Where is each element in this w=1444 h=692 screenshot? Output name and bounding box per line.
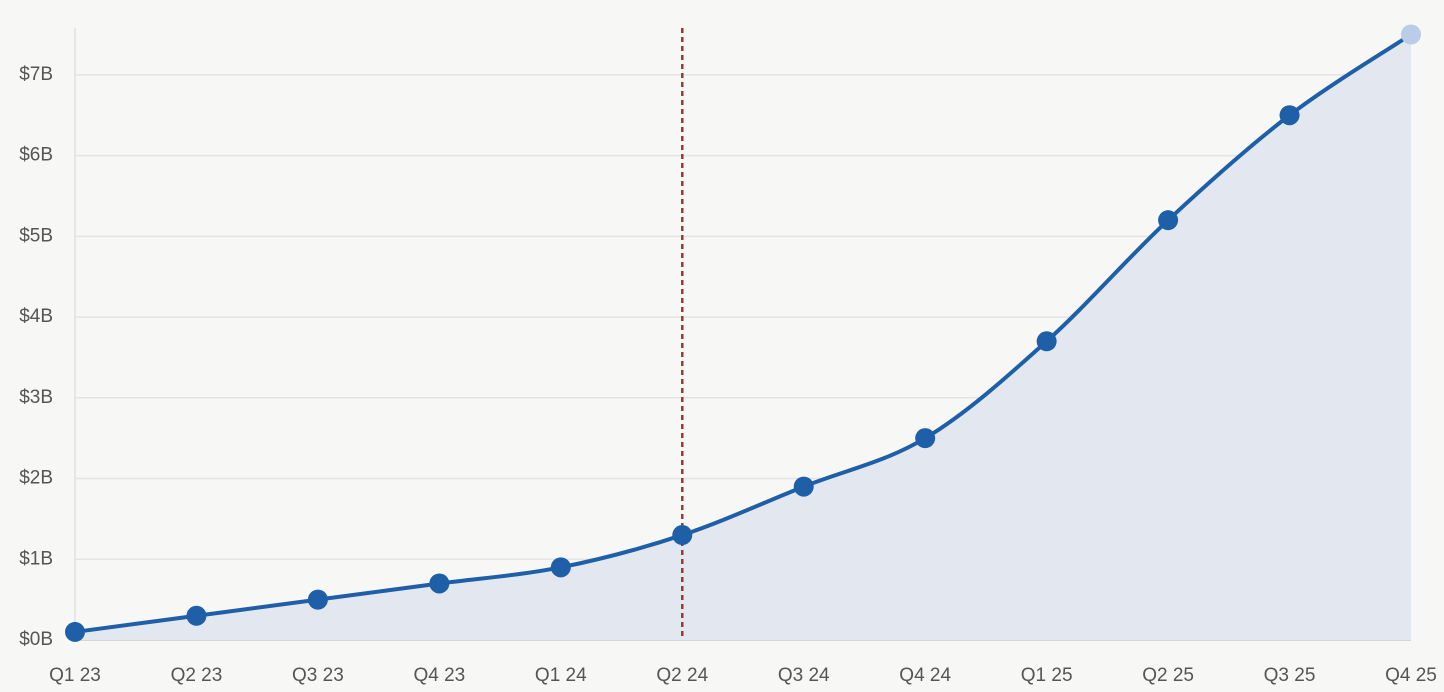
- y-tick-label: $1B: [19, 548, 53, 569]
- x-tick-label: Q4 23: [413, 665, 465, 686]
- x-tick-label: Q4 25: [1385, 665, 1437, 686]
- point: [429, 573, 450, 594]
- x-tick-label: Q1 24: [535, 665, 587, 686]
- x-tick-label: Q3 23: [292, 665, 344, 686]
- point: [1036, 331, 1057, 352]
- point: [1158, 210, 1179, 231]
- x-tick-label: Q3 25: [1264, 665, 1316, 686]
- x-tick-label: Q2 25: [1142, 665, 1194, 686]
- x-tick-label: Q1 23: [49, 665, 101, 686]
- point: [65, 621, 85, 642]
- x-tick-label: Q3 24: [778, 665, 830, 686]
- y-tick-label: $5B: [19, 225, 53, 246]
- point: [1279, 105, 1300, 126]
- point: [186, 605, 207, 626]
- y-tick-label: $4B: [19, 306, 53, 327]
- area: [75, 34, 1411, 640]
- point: [550, 557, 571, 578]
- point: [307, 589, 328, 610]
- x-tick-label: Q1 25: [1021, 665, 1073, 686]
- y-tick-label: $6B: [19, 145, 53, 166]
- y-tick-label: $0B: [19, 629, 53, 650]
- x-tick-label: Q4 24: [899, 665, 951, 686]
- y-tick-label: $2B: [19, 468, 53, 489]
- y-tick-label: $3B: [19, 387, 53, 408]
- x-tick-label: Q2 23: [171, 665, 223, 686]
- x-tick-label: Q2 24: [656, 665, 708, 686]
- y-tick-label: $7B: [19, 64, 53, 85]
- point: [915, 428, 936, 449]
- point: [793, 476, 814, 497]
- point: [672, 525, 693, 546]
- point: [1401, 24, 1421, 45]
